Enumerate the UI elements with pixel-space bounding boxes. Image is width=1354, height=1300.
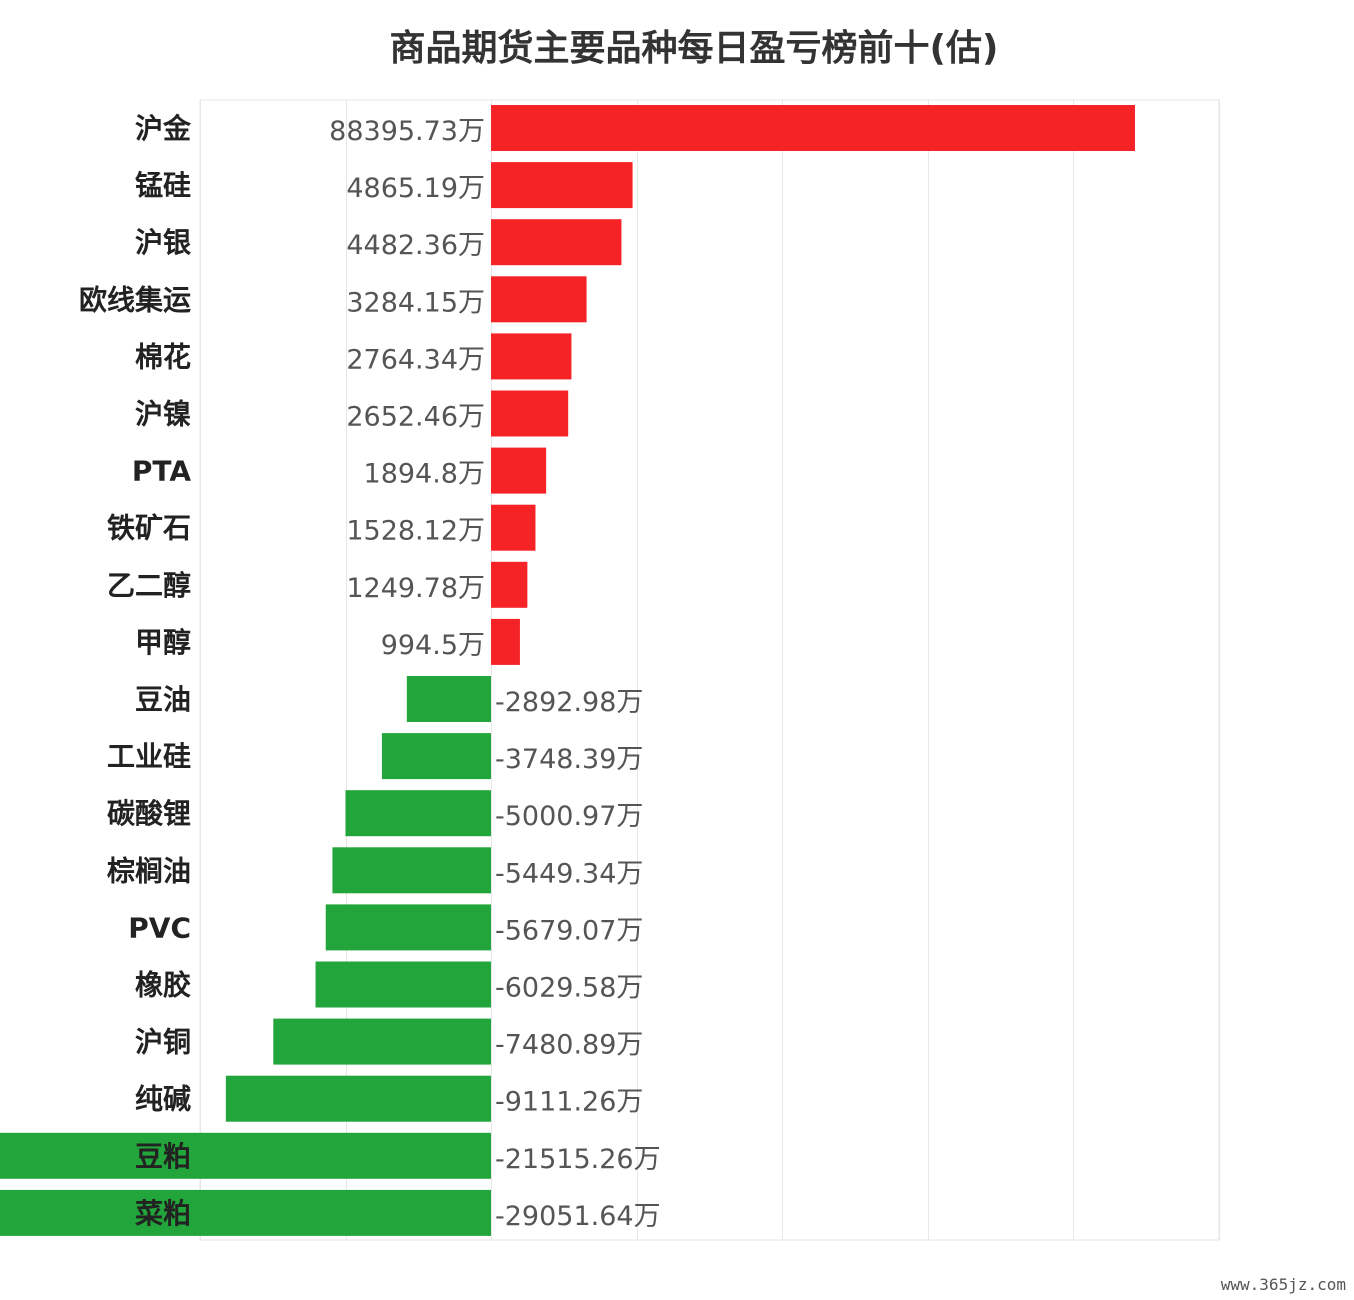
value-label: 994.5万 (381, 630, 485, 661)
category-label: 棕榈油 (107, 854, 191, 887)
value-label: -2892.98万 (495, 687, 643, 718)
bar (315, 961, 491, 1008)
bar (491, 447, 547, 494)
bar (491, 333, 572, 380)
value-label: 3284.15万 (346, 287, 485, 318)
value-label: 1894.8万 (364, 459, 485, 490)
value-label: -5000.97万 (495, 801, 643, 832)
value-label: -5679.07万 (495, 915, 643, 946)
category-label: 橡胶 (135, 969, 191, 1002)
category-label: 工业硅 (107, 740, 191, 773)
category-label: 沪银 (135, 226, 192, 259)
bar (332, 847, 491, 894)
category-label: 纯碱 (135, 1083, 191, 1116)
value-label: -7480.89万 (495, 1030, 643, 1061)
category-label: 菜粕 (135, 1197, 191, 1230)
category-label: 棉花 (135, 340, 191, 373)
bar (381, 733, 491, 780)
category-label: 碳酸锂 (107, 797, 191, 830)
value-label: 1528.12万 (346, 516, 485, 547)
value-label: -5449.34万 (495, 858, 643, 889)
bars (0, 105, 1135, 1236)
category-label: 甲醇 (135, 626, 191, 659)
value-label: 4865.19万 (346, 173, 485, 204)
value-label: -6029.58万 (495, 973, 643, 1004)
category-label: 铁矿石 (107, 512, 191, 545)
value-label: 2764.34万 (346, 344, 485, 375)
bar (225, 1075, 491, 1122)
value-label: 4482.36万 (346, 230, 485, 261)
bar (491, 219, 622, 266)
category-label: 锰硅 (135, 169, 191, 202)
plot-border (199, 99, 1220, 1241)
value-label: 2652.46万 (346, 402, 485, 433)
category-label: 豆粕 (135, 1140, 191, 1173)
bar (325, 904, 491, 951)
grid (199, 99, 1220, 1241)
value-label: -21515.26万 (495, 1144, 661, 1175)
value-label: -3748.39万 (495, 744, 643, 775)
bar (273, 1018, 491, 1065)
category-label: PTA (132, 455, 191, 488)
bar (491, 390, 569, 437)
bar (406, 676, 491, 722)
bar (491, 504, 536, 551)
value-label: 1249.78万 (346, 573, 485, 604)
bar (345, 790, 491, 837)
value-label: -29051.64万 (495, 1201, 661, 1232)
value-label: 88395.73万 (329, 116, 485, 147)
bar (491, 618, 520, 665)
value-label: -9111.26万 (495, 1087, 643, 1118)
category-label: 沪铜 (135, 1026, 191, 1059)
category-label: 沪镍 (135, 398, 191, 431)
bar (0, 1132, 491, 1179)
category-label: 欧线集运 (79, 283, 191, 316)
chart-title: 商品期货主要品种每日盈亏榜前十(估) (390, 28, 999, 69)
watermark: www.365jz.com (1221, 1275, 1346, 1294)
bar (491, 162, 633, 209)
bar (0, 1189, 491, 1236)
category-label: 沪金 (135, 112, 192, 145)
category-label: 豆油 (135, 683, 191, 716)
bar (491, 276, 587, 323)
category-label: 乙二醇 (107, 569, 191, 602)
bar (491, 561, 528, 608)
bar (491, 105, 1135, 151)
category-label: PVC (128, 911, 191, 944)
